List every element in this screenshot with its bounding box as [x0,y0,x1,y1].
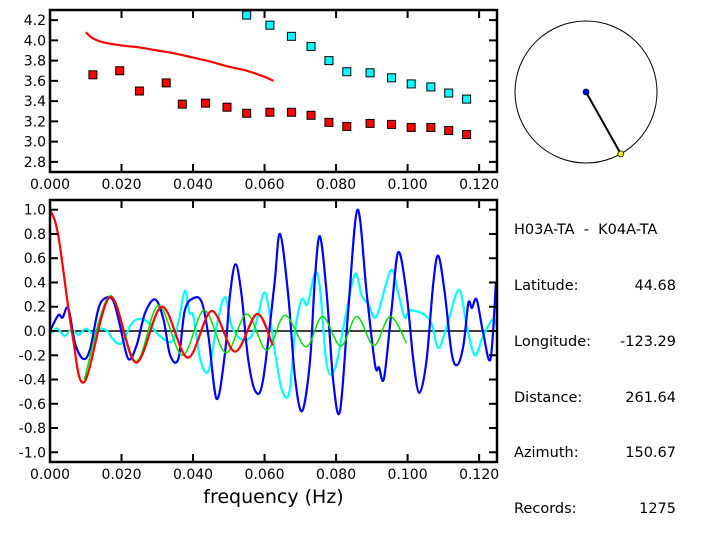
velocity-point [306,110,316,120]
station-pair-label: H03A-TA - K04A-TA [514,222,658,239]
velocity-point [406,122,416,132]
x-tick-label: 0.100 [388,177,428,193]
y-tick-label: -0.4 [19,373,46,389]
azimuth-diagram [514,20,658,164]
info-label: Longitude: [514,333,592,350]
velocity-point [286,107,296,117]
x-tick-label: 0.080 [316,467,356,483]
y-tick-label: 0.8 [24,227,46,243]
velocity-curve [85,31,274,82]
velocity-point [387,73,397,83]
velocity-point [134,86,144,96]
velocity-point [342,67,352,77]
info-row-azimuth: Azimuth: 150.67 [514,444,676,463]
info-row-longitude: Longitude: -123.29 [514,333,676,352]
velocity-point [406,79,416,89]
x-tick-label: 0.060 [245,177,285,193]
x-tick-label: 0.080 [316,177,356,193]
velocity-point [444,125,454,135]
velocity-point [161,78,171,88]
y-tick-label: 3.2 [24,114,46,130]
y-tick-label: 4.0 [24,33,46,49]
y-tick-label: -0.8 [19,421,46,437]
y-tick-label: 3.4 [24,94,46,110]
info-row-records: Records: 1275 [514,500,676,519]
info-row-latitude: Latitude: 44.68 [514,277,676,296]
y-tick-label: 0.6 [24,251,46,267]
velocity-point [365,68,375,78]
info-row-distance: Distance: 261.64 [514,389,676,408]
velocity-point [462,94,472,104]
x-tick-label: 0.000 [30,177,70,193]
correlation-curve [83,295,408,380]
info-value: 150.67 [625,445,676,462]
azimuth-line [585,91,622,155]
y-tick-label: 2.8 [24,155,46,171]
x-tick-label: 0.100 [388,467,428,483]
velocity-point [324,56,334,66]
velocity-point [426,82,436,92]
x-tick-label: 0.060 [245,467,285,483]
velocity-point [242,108,252,118]
y-tick-label: 4.2 [24,13,46,29]
velocity-point [365,118,375,128]
y-tick-label: 0.4 [24,275,46,291]
x-tick-label: 0.120 [459,467,499,483]
correlation-curve [48,209,274,384]
y-tick-label: -1.0 [19,445,46,461]
correlation-curve [49,208,498,416]
dispersion-figure: 0.000 0.020 0.040 0.060 0.080 0.100 0.120 2.8 3.… [19,8,658,508]
velocity-point [444,88,454,98]
velocity-point [462,130,472,140]
info-label: Azimuth: [514,445,579,462]
x-tick-label: 0.020 [101,177,141,193]
velocity-point [286,31,296,41]
receiver-station-marker [617,150,625,158]
velocity-point [222,102,232,112]
y-tick-label: 3.6 [24,74,46,90]
x-tick-label: 0.120 [459,177,499,193]
velocity-panel: 0.000 0.020 0.040 0.060 0.080 0.100 0.120 2.8 3.… [24,8,499,193]
y-tick-label: -0.6 [19,397,46,413]
correlation-panel: 0.000 0.020 0.040 0.060 0.080 0.100 0.120 -1.0 -… [19,198,499,508]
velocity-point [324,117,334,127]
velocity-point [306,41,316,51]
y-tick-label: 0.2 [24,300,46,316]
info-label: Latitude: [514,277,579,294]
velocity-point [242,10,252,20]
velocity-point [201,98,211,108]
velocity-point [265,107,275,117]
x-tick-label: 0.020 [101,467,141,483]
x-tick-label: 0.040 [173,177,213,193]
station-info-panel: H03A-TA - K04A-TA Latitude: 44.68 Longitu… [514,184,676,537]
info-value: 44.68 [634,277,676,294]
plot-frame [48,8,499,174]
velocity-point [387,119,397,129]
x-axis-label: frequency (Hz) [203,486,343,508]
source-station-marker [582,88,590,96]
info-value: 1275 [639,501,676,518]
velocity-point [88,70,98,80]
velocity-point [177,99,187,109]
y-tick-label: 3.8 [24,54,46,70]
y-tick-label: 3.0 [24,135,46,151]
info-value: 261.64 [625,389,676,406]
x-tick-label: 0.000 [30,467,70,483]
x-tick-label: 0.040 [173,467,213,483]
velocity-point [426,122,436,132]
azimuth-circle [514,20,658,164]
velocity-point [265,20,275,30]
info-label: Records: [514,501,577,518]
velocity-point [115,66,125,76]
y-tick-label: 1.0 [24,203,46,219]
y-tick-label: -0.2 [19,348,46,364]
y-tick-label: 0.0 [24,324,46,340]
velocity-point [342,121,352,131]
info-value: -123.29 [620,333,676,350]
info-label: Distance: [514,389,583,406]
